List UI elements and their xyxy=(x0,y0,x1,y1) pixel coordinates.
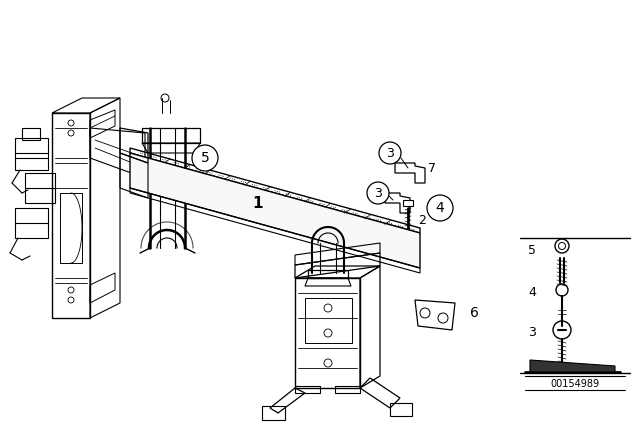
Text: 5: 5 xyxy=(200,151,209,165)
Text: 7: 7 xyxy=(428,161,436,175)
Circle shape xyxy=(367,182,389,204)
Text: 1: 1 xyxy=(253,195,263,211)
Text: 6: 6 xyxy=(470,306,479,320)
Polygon shape xyxy=(530,360,615,372)
Text: 4: 4 xyxy=(528,287,536,300)
Text: 4: 4 xyxy=(436,201,444,215)
Circle shape xyxy=(192,145,218,171)
Text: 5: 5 xyxy=(528,244,536,257)
Text: 3: 3 xyxy=(386,146,394,159)
Text: 3: 3 xyxy=(374,186,382,199)
Circle shape xyxy=(379,142,401,164)
Polygon shape xyxy=(403,200,413,206)
Text: 2: 2 xyxy=(418,214,426,227)
Polygon shape xyxy=(130,153,420,268)
Circle shape xyxy=(427,195,453,221)
Text: 00154989: 00154989 xyxy=(550,379,600,389)
Text: 3: 3 xyxy=(528,327,536,340)
